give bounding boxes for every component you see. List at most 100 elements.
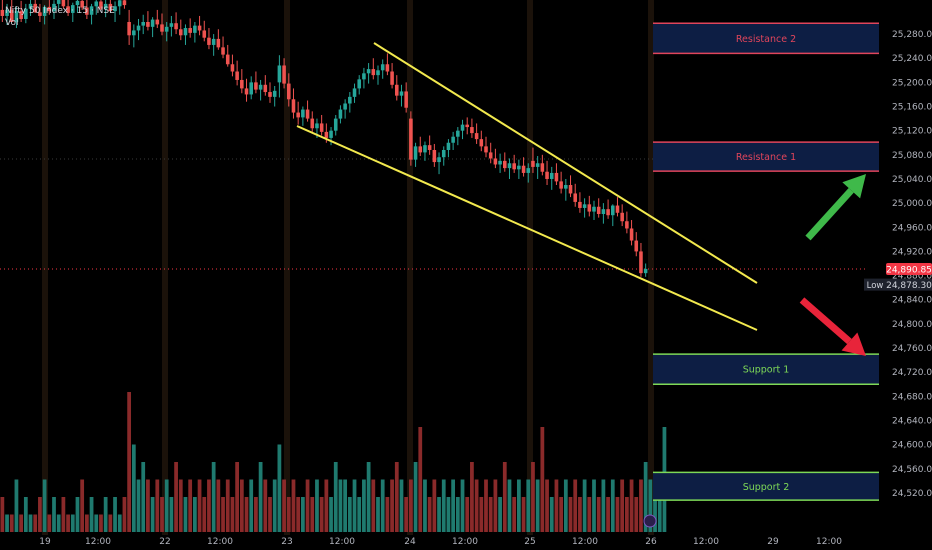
volume-bar [122,497,127,532]
candle-body [343,103,347,110]
candle-body [451,136,455,143]
candle-body [521,165,526,173]
volume-bar [254,497,258,532]
y-tick-label: 25,240.00 [892,54,932,64]
candle-body [301,109,305,118]
volume-bar [474,479,479,532]
volume-bar [141,462,146,532]
volume-bar [183,497,188,532]
volume-bar [366,462,371,532]
volume-bar [333,462,338,532]
volume-bar [371,479,376,532]
x-tick-label: 12:00 [207,537,233,547]
volume-bar [324,479,329,532]
volume-bar [535,479,540,532]
candle-body [531,160,535,167]
volume-bar [263,479,268,532]
candle-body [127,22,131,36]
candle-body [132,30,136,36]
volume-bar [549,497,554,532]
volume-bar [244,497,249,532]
candle-body [592,206,596,212]
volume-bar [150,497,155,532]
volume-bar [33,514,38,532]
volume-bar [319,497,324,532]
support-2-zone[interactable] [653,472,879,501]
volume-bar [578,497,582,532]
candle-body [620,212,624,222]
volume-bar [639,479,643,532]
y-tick-label: 25,160.00 [892,103,932,113]
candle-body [310,118,315,129]
lower-channel-line[interactable] [296,125,758,331]
lightning-icon[interactable] [643,514,657,528]
candle-body [33,3,38,13]
volume-bar [80,479,85,532]
candle-body [254,82,258,90]
volume-bar [146,479,150,532]
volume-bar [249,479,254,532]
candle-body [507,163,512,169]
volume-bar [235,462,240,532]
candle-body [61,0,66,7]
volume-bar [14,479,19,532]
volume-bar [390,479,394,532]
volume-bar [437,497,441,532]
support-1-zone[interactable] [653,354,879,385]
volume-bar [117,514,122,532]
candle-body [146,22,150,27]
volume-bar [498,497,502,532]
support-1-label: Support 1 [743,365,790,376]
volume-bar [286,497,291,532]
candle-body [282,65,286,84]
candle-body [329,130,333,138]
volume-bar [211,462,216,532]
volume-bar [559,497,564,532]
resistance-2-zone[interactable] [653,23,879,54]
y-tick-label: 25,280.00 [892,30,932,40]
volume-bar [470,462,474,532]
candle-body [423,145,427,153]
resistance-1-zone[interactable] [653,142,879,172]
volume-bar [488,497,493,532]
volume-bar [202,497,207,532]
volume-bar [376,497,380,532]
x-tick-label: 22 [159,537,170,547]
candle-body [333,118,338,131]
volume-bar [108,514,113,532]
candle-body [286,83,291,100]
candle-body [357,79,362,89]
volume-bar [207,479,211,532]
candle-body [587,204,592,212]
volume-bar [592,479,596,532]
candle-body [277,65,282,83]
low-value-tag [886,278,932,291]
y-tick-label: 24,920.00 [892,247,932,257]
candle-body [629,228,634,241]
volume-bar [221,497,225,532]
candle-body [216,38,221,48]
volume-bar [502,462,507,532]
last-price-tag [886,263,932,276]
candle-body [437,157,441,163]
x-tick-label: 12:00 [329,537,355,547]
candle-body [517,165,521,170]
candle-body [19,11,23,19]
volume-bar [70,514,75,532]
candle-body [244,88,249,95]
candle-body [305,109,310,119]
x-tick-label: 19 [39,537,51,547]
candle-body [324,131,329,138]
upper-channel-line[interactable] [373,42,758,284]
volume-bar [216,479,221,532]
candle-body [545,171,549,179]
candle-body [573,193,578,202]
volume-bar [89,497,94,532]
volume-bar [563,479,568,532]
volume-bar [75,497,80,532]
volume-bar [99,514,103,532]
candle-body [174,23,178,30]
volume-bar [418,427,423,532]
